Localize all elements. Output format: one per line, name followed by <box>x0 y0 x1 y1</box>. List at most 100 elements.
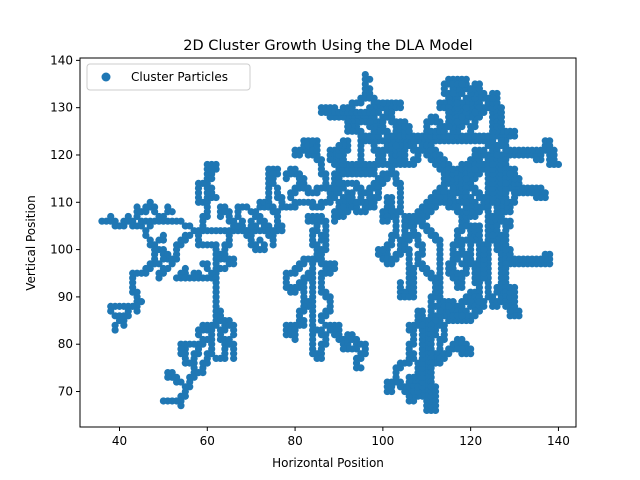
cluster-particle-point <box>238 217 247 225</box>
cluster-particle-point <box>159 397 167 405</box>
cluster-particle-point <box>493 151 501 159</box>
y-tick-label: 70 <box>58 385 73 399</box>
cluster-particle-point <box>326 269 334 277</box>
cluster-particle-point <box>379 246 387 254</box>
cluster-particle-point <box>458 113 466 121</box>
cluster-particle-point <box>396 279 405 287</box>
cluster-particle-point <box>168 260 176 268</box>
cluster-particle-point <box>177 350 185 358</box>
cluster-particle-point <box>133 212 141 221</box>
cluster-particle-point <box>120 321 128 329</box>
cluster-particle-point <box>317 212 326 221</box>
cluster-particle-point <box>186 231 194 239</box>
cluster-particle-point <box>269 179 277 187</box>
cluster-particle-point <box>326 156 334 164</box>
cluster-particle-point <box>480 302 488 310</box>
cluster-particle-point <box>124 212 132 221</box>
x-tick-label: 60 <box>200 434 215 448</box>
legend-box <box>86 63 251 91</box>
cluster-particle-point <box>366 118 374 126</box>
cluster-particle-point <box>186 222 194 230</box>
cluster-particle-point <box>190 340 198 348</box>
x-tick-label: 80 <box>287 434 302 448</box>
cluster-particle-point <box>471 151 479 159</box>
cluster-particle-point <box>107 212 115 221</box>
cluster-particle-point <box>269 227 277 235</box>
x-axis: 40 60 80 100 120 140 <box>112 427 570 448</box>
cluster-particle-point <box>212 260 220 268</box>
cluster-particle-point <box>216 307 225 315</box>
cluster-particle-point <box>309 137 317 145</box>
cluster-particle-point <box>212 354 220 362</box>
plot-frame <box>79 57 577 428</box>
cluster-particle-point <box>164 203 172 211</box>
cluster-particle-point <box>155 260 163 268</box>
cluster-particle-point <box>199 222 207 230</box>
cluster-particle-point <box>142 231 150 239</box>
cluster-particle-point <box>335 141 343 150</box>
cluster-particle-point <box>497 212 505 221</box>
cluster-particle-point <box>431 316 440 325</box>
cluster-particle-point <box>124 307 132 315</box>
cluster-particle-point <box>414 217 422 225</box>
cluster-particle-point <box>199 260 207 268</box>
cluster-particle-point <box>374 108 383 116</box>
cluster-particle-point <box>379 179 387 187</box>
cluster-particle-point <box>462 175 470 183</box>
cluster-particle-point <box>471 165 479 173</box>
cluster-particle-point <box>151 208 159 216</box>
cluster-particle-point <box>401 231 409 239</box>
legend: Cluster Particles <box>86 63 251 91</box>
cluster-particle-point <box>502 302 510 310</box>
cluster-particle-point <box>339 203 347 211</box>
cluster-particle-point <box>339 345 347 353</box>
x-tick-label: 140 <box>547 434 570 448</box>
cluster-particle-point <box>453 118 462 126</box>
cluster-particle-point <box>304 255 312 263</box>
cluster-particle-point <box>449 89 457 98</box>
cluster-particle-point <box>159 212 167 221</box>
cluster-particle-point <box>550 146 558 154</box>
cluster-particle-point <box>348 127 356 135</box>
cluster-particle-point <box>506 307 514 315</box>
cluster-particle-point <box>392 141 400 150</box>
cluster-particle-point <box>458 260 466 268</box>
cluster-particle-point <box>212 193 220 202</box>
cluster-particle-point <box>502 236 510 244</box>
cluster-particle-point <box>335 179 343 187</box>
cluster-particle-point <box>489 231 497 239</box>
y-tick-label: 100 <box>50 243 73 257</box>
cluster-particle-point <box>330 264 339 273</box>
cluster-particle-point <box>159 255 167 263</box>
cluster-particle-point <box>458 312 466 320</box>
cluster-particle-point <box>453 255 462 263</box>
x-tick-label: 100 <box>371 434 394 448</box>
cluster-particle-point <box>199 326 207 334</box>
y-tick-label: 80 <box>58 337 73 351</box>
y-tick-label: 110 <box>50 195 73 209</box>
cluster-particle-point <box>208 340 216 348</box>
cluster-particle-point <box>506 170 514 178</box>
cluster-particle-point <box>357 156 365 164</box>
scatter-points <box>98 70 563 415</box>
cluster-particle-point <box>471 108 479 116</box>
cluster-particle-point <box>260 241 268 249</box>
cluster-particle-point <box>256 236 264 244</box>
cluster-particle-point <box>159 231 167 239</box>
cluster-particle-point <box>164 373 172 381</box>
cluster-particle-point <box>326 326 334 334</box>
cluster-particle-point <box>414 312 422 320</box>
cluster-particle-point <box>475 104 484 112</box>
cluster-particle-point <box>510 255 519 263</box>
cluster-particle-point <box>379 99 387 107</box>
cluster-particle-point <box>330 208 339 216</box>
cluster-particle-point <box>366 104 374 112</box>
legend-marker <box>101 72 111 82</box>
cluster-particle-point <box>361 70 369 79</box>
cluster-particle-point <box>291 335 299 344</box>
cluster-particle-point <box>418 321 426 329</box>
y-tick-label: 140 <box>50 53 73 67</box>
cluster-particle-point <box>405 127 413 135</box>
cluster-particle-point <box>230 331 238 339</box>
cluster-particle-point <box>396 99 405 107</box>
